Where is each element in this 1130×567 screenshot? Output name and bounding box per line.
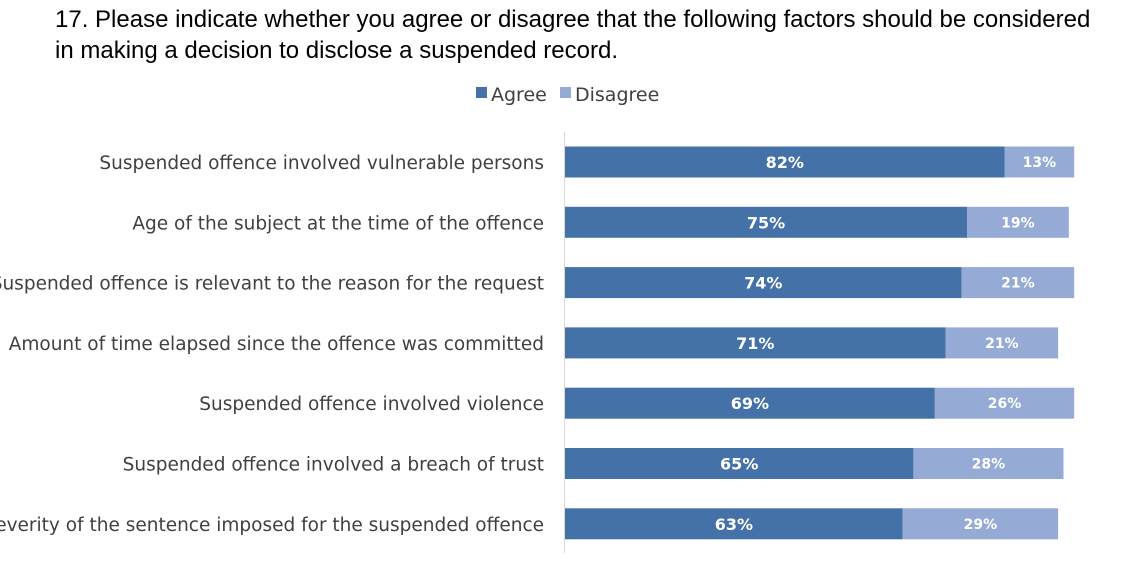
- chart-title: 17. Please indicate whether you agree or…: [55, 6, 1091, 64]
- legend-swatch-agree: [476, 87, 487, 98]
- value-label-disagree: 28%: [972, 457, 1006, 473]
- bar-disagree: [913, 448, 1064, 479]
- bar-disagree: [902, 508, 1059, 540]
- bar-agree: [565, 206, 967, 238]
- value-label-agree: 63%: [715, 515, 753, 534]
- category-labels: Suspended offence involved vulnerable pe…: [0, 153, 544, 536]
- bar-agree: [565, 146, 1005, 178]
- bar-disagree: [961, 267, 1075, 299]
- value-label-agree: 69%: [731, 394, 769, 413]
- category-label: Suspended offence is relevant to the rea…: [0, 274, 544, 295]
- category-label: Severity of the sentence imposed for the…: [0, 515, 544, 536]
- value-label-disagree: 21%: [1001, 276, 1035, 292]
- value-label-agree: 74%: [744, 274, 782, 293]
- category-label: Suspended offence involved a breach of t…: [123, 455, 544, 476]
- value-label-agree: 71%: [736, 334, 774, 353]
- bar-disagree: [1004, 146, 1075, 178]
- bar-agree: [565, 508, 903, 540]
- bars: 82% 13% 75% 19% 74% 21% 71% 21% 69% 26% 65% 28% 63% 2…: [565, 146, 1075, 540]
- value-label-agree: 82%: [766, 153, 804, 172]
- legend-label-disagree: Disagree: [575, 84, 659, 106]
- category-label: Suspended offence involved violence: [199, 394, 544, 415]
- bar-disagree: [967, 206, 1069, 238]
- bar-agree: [565, 267, 962, 299]
- value-label-agree: 75%: [747, 213, 785, 232]
- bar-agree: [565, 448, 914, 479]
- value-label-disagree: 26%: [988, 396, 1022, 412]
- legend-swatch-disagree: [560, 87, 571, 98]
- legend-label-agree: Agree: [491, 84, 547, 106]
- bar-agree: [565, 327, 946, 359]
- value-label-disagree: 21%: [985, 336, 1019, 352]
- value-label-disagree: 13%: [1023, 155, 1057, 171]
- value-label-disagree: 19%: [1001, 215, 1035, 231]
- category-label: Amount of time elapsed since the offence…: [9, 334, 544, 355]
- bar-disagree: [945, 327, 1059, 359]
- value-label-agree: 65%: [720, 455, 758, 474]
- legend: Agree Disagree: [476, 84, 659, 106]
- category-label: Age of the subject at the time of the of…: [132, 213, 544, 234]
- bar-disagree: [934, 387, 1075, 419]
- category-label: Suspended offence involved vulnerable pe…: [99, 153, 544, 174]
- bar-agree: [565, 387, 935, 419]
- value-label-disagree: 29%: [964, 517, 998, 533]
